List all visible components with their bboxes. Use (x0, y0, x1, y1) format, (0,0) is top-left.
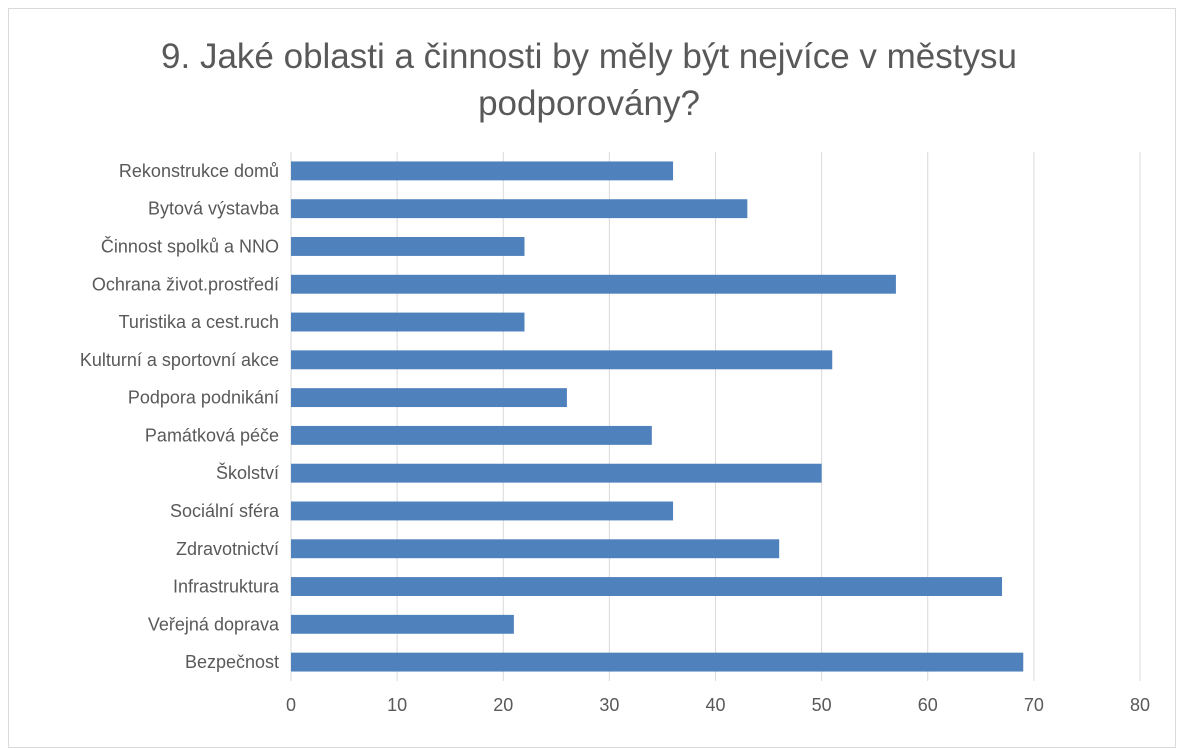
category-label: Rekonstrukce domů (119, 161, 279, 181)
bar (291, 161, 674, 181)
category-label: Turistika a cest.ruch (119, 312, 279, 332)
bar (291, 312, 525, 332)
bar (291, 539, 780, 559)
category-label: Kulturní a sportovní akce (80, 350, 279, 370)
category-label: Památková péče (145, 425, 279, 445)
category-label: Ochrana život.prostředí (92, 274, 279, 294)
bar (291, 425, 652, 445)
x-tick-label: 70 (1024, 695, 1044, 715)
category-label: Veřejná doprava (148, 614, 280, 634)
category-label: Sociální sféra (170, 501, 280, 521)
category-label: Zdravotnictví (176, 539, 279, 559)
category-label: Infrastruktura (173, 577, 280, 597)
chart-frame (8, 8, 1176, 748)
x-tick-label: 20 (493, 695, 513, 715)
x-tick-label: 30 (599, 695, 619, 715)
bar (291, 652, 1024, 672)
x-tick-label: 10 (387, 695, 407, 715)
bar (291, 501, 674, 521)
chart-title: 9. Jaké oblasti a činnosti by měly být n… (0, 33, 1178, 127)
chart-title-line-2: podporovány? (478, 84, 700, 123)
gridlines (290, 152, 1141, 681)
bar (291, 274, 896, 294)
bar (291, 237, 525, 256)
chart-title-line-1: 9. Jaké oblasti a činnosti by měly být n… (161, 37, 1017, 76)
bars (291, 161, 1024, 672)
x-tick-label: 80 (1130, 695, 1150, 715)
category-label: Bezpečnost (185, 652, 279, 672)
x-tick-label: 60 (918, 695, 938, 715)
bar (291, 350, 833, 370)
bar (291, 199, 748, 219)
category-label: Činnost spolků a NNO (101, 235, 279, 256)
bar (291, 577, 1003, 596)
bar (291, 463, 822, 483)
category-label: Bytová výstavba (148, 199, 280, 219)
bar (291, 388, 567, 408)
x-tick-label: 50 (812, 695, 832, 715)
category-label: Podpora podnikání (128, 388, 279, 408)
category-label: Školství (216, 462, 279, 483)
x-tick-label: 40 (705, 695, 725, 715)
x-tick-labels: 0 10 20 30 40 50 60 70 80 (286, 695, 1150, 715)
bar (291, 614, 514, 634)
category-labels: Rekonstrukce domů Bytová výstavba Činnost … (80, 161, 280, 672)
x-tick-label: 0 (286, 695, 296, 715)
